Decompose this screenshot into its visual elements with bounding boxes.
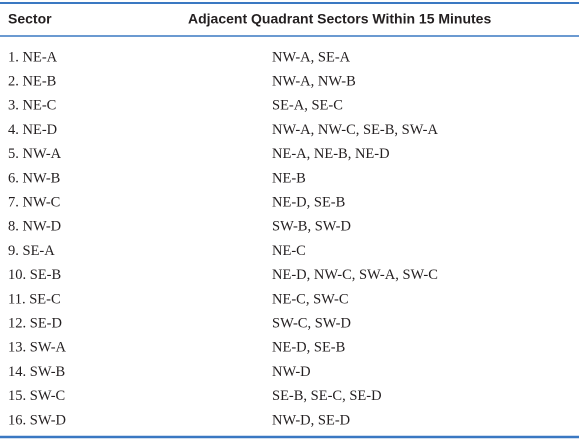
sector-cell: 9. SE-A xyxy=(8,243,55,259)
sector-cell: 11. SE-C xyxy=(8,291,61,307)
adjacent-cell: NE-C xyxy=(272,243,306,259)
sector-cell: 7. NW-C xyxy=(8,195,60,211)
header-cell: Adjacent Quadrant Sectors Within 15 Minu… xyxy=(188,11,491,27)
sector-cell: 10. SE-B xyxy=(8,267,61,283)
sector-cell: 4. NE-D xyxy=(8,122,57,138)
sector-cell: 3. NE-C xyxy=(8,98,56,114)
adjacent-cell: SE-B, SE-C, SE-D xyxy=(272,388,382,404)
adjacent-cell: NE-C, SW-C xyxy=(272,291,349,307)
adjacent-cell: NE-B xyxy=(272,170,306,186)
adjacent-cell: SW-B, SW-D xyxy=(272,219,351,235)
adjacent-cell: NE-D, SE-B xyxy=(272,340,345,356)
adjacent-cell: NE-A, NE-B, NE-D xyxy=(272,146,390,162)
adjacent-cell: SE-A, SE-C xyxy=(272,98,343,114)
sector-cell: 13. SW-A xyxy=(8,340,67,356)
sector-cell: 8. NW-D xyxy=(8,219,61,235)
sector-cell: 5. NW-A xyxy=(8,146,62,162)
sector-cell: 14. SW-B xyxy=(8,364,65,380)
sector-cell: 12. SE-D xyxy=(8,316,62,332)
sector-cell: 15. SW-C xyxy=(8,388,65,404)
sector-cell: 2. NE-B xyxy=(8,74,56,90)
sector-cell: 6. NW-B xyxy=(8,170,60,186)
sector-cell: 1. NE-A xyxy=(8,49,58,65)
adjacent-cell: NE-D, NW-C, SW-A, SW-C xyxy=(272,267,438,283)
adjacent-cell: NE-D, SE-B xyxy=(272,195,345,211)
header-cell: Sector xyxy=(8,11,52,27)
table-body: 1. NE-A NW-A, SE-A 2. NE-B NW-A, NW-B 3. NE-… xyxy=(8,49,438,428)
adjacent-cell: NW-A, SE-A xyxy=(272,49,351,65)
adjacent-cell: NW-A, NW-B xyxy=(272,74,356,90)
adjacent-cell: SW-C, SW-D xyxy=(272,316,351,332)
adjacent-cell: NW-D xyxy=(272,364,311,380)
sector-cell: 16. SW-D xyxy=(8,412,66,428)
adjacent-cell: NW-A, NW-C, SE-B, SW-A xyxy=(272,122,438,138)
adjacent-cell: NW-D, SE-D xyxy=(272,412,350,428)
